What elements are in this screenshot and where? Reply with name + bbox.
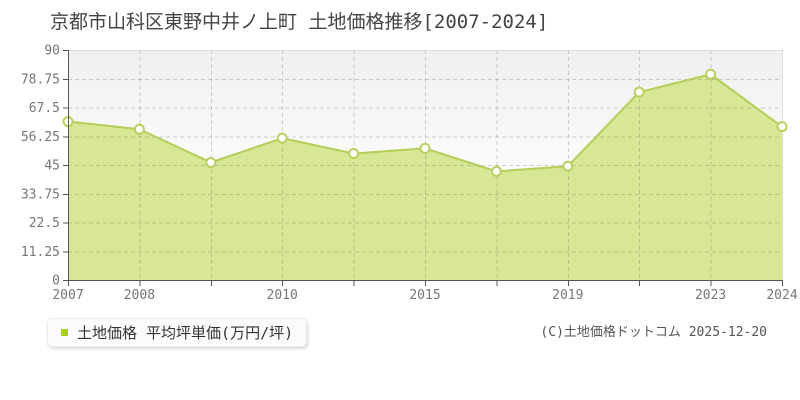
y-tick-label: 22.5 — [29, 216, 60, 231]
x-tick-label: 2007 — [52, 288, 83, 303]
y-tick-label: 33.75 — [21, 187, 60, 202]
data-point — [633, 86, 645, 98]
y-tick-label: 45 — [44, 159, 60, 174]
chart-title: 京都市山科区東野中井ノ上町 土地価格推移[2007-2024] — [50, 11, 549, 33]
data-point — [776, 121, 788, 133]
data-point — [276, 132, 288, 144]
y-tick-label: 90 — [44, 44, 60, 59]
copyright-text: (C)土地価格ドットコム 2025-12-20 — [540, 325, 767, 340]
data-point — [133, 123, 145, 135]
y-tick-label: 11.25 — [21, 245, 60, 260]
x-tick-label: 2024 — [766, 288, 797, 303]
legend-label: 土地価格 平均坪単価(万円/坪) — [77, 324, 294, 342]
data-point — [490, 165, 502, 177]
data-point — [705, 68, 717, 80]
y-tick-label: 0 — [52, 274, 60, 289]
y-tick-label: 56.25 — [21, 130, 60, 145]
data-point — [562, 160, 574, 172]
series-area-fill — [68, 74, 782, 281]
data-point — [348, 148, 360, 159]
data-point — [419, 142, 431, 154]
legend: 土地価格 平均坪単価(万円/坪) — [47, 318, 308, 347]
legend-marker-icon — [61, 329, 68, 336]
x-tick-label: 2023 — [695, 288, 726, 303]
data-point — [205, 156, 217, 168]
x-tick-label: 2019 — [552, 288, 583, 303]
x-tick-label: 2010 — [267, 288, 298, 303]
x-tick-label: 2008 — [124, 288, 155, 303]
x-tick-label: 2015 — [409, 288, 440, 303]
y-tick-label: 78.75 — [21, 72, 60, 87]
y-tick-label: 67.5 — [29, 101, 60, 116]
